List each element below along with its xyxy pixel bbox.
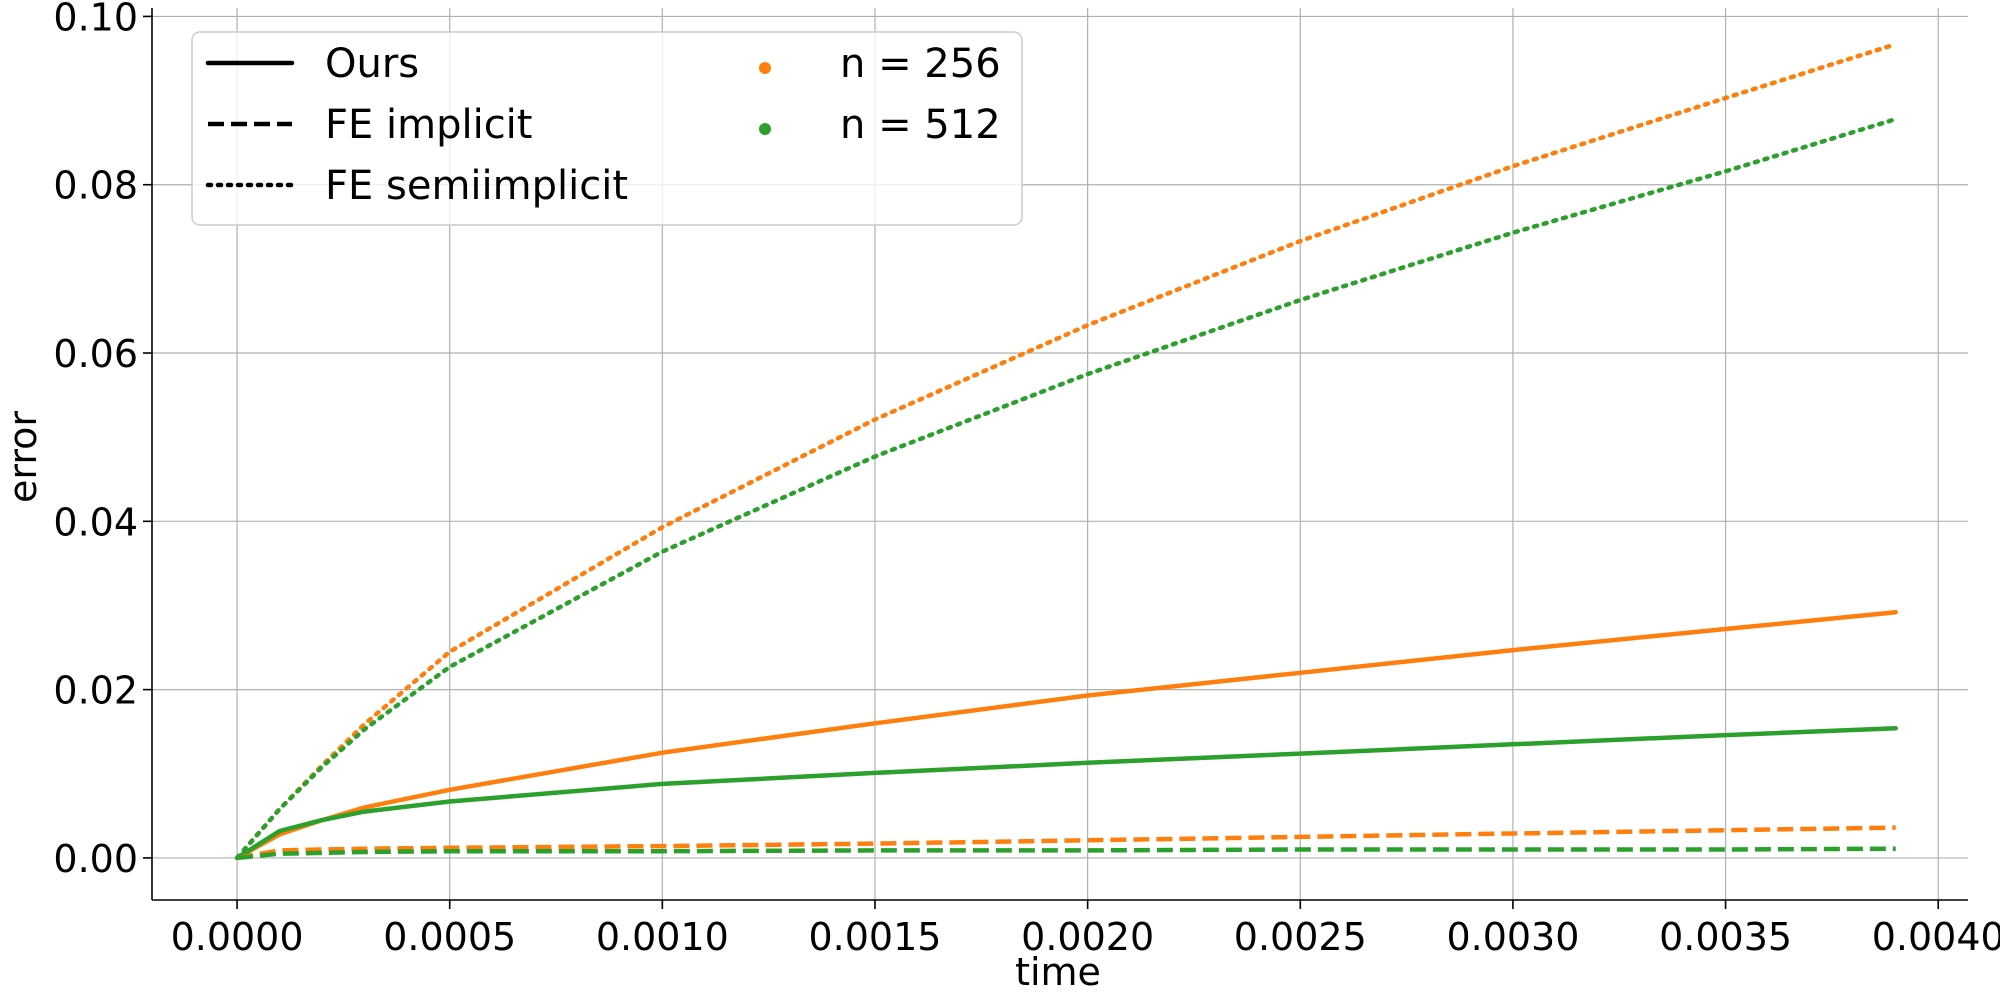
y-axis-ticks: 0.00 0.02 0.04 0.06 0.08 0.10	[53, 0, 152, 881]
legend-label: n = 512	[840, 102, 1001, 148]
x-tick-label: 0.0020	[1021, 915, 1154, 959]
y-tick-label: 0.06	[53, 332, 138, 376]
legend-marker-n256	[759, 62, 771, 74]
x-tick-label: 0.0040	[1872, 915, 2000, 959]
x-tick-label: 0.0025	[1234, 915, 1367, 959]
x-tick-label: 0.0030	[1446, 915, 1579, 959]
legend-label: FE semiimplicit	[325, 163, 628, 209]
x-axis-ticks: 0.0000 0.0005 0.0010 0.0015 0.0020 0.0025 0.00…	[171, 900, 2000, 959]
series-line-ours-512	[234, 726, 1898, 861]
legend-marker-n512	[759, 123, 771, 135]
y-tick-label: 0.08	[53, 164, 138, 208]
x-tick-label: 0.0035	[1659, 915, 1792, 959]
y-axis-title: error	[1, 411, 45, 503]
series-line-fe-semiimplicit-256	[234, 41, 1898, 861]
y-tick-label: 0.00	[53, 837, 138, 881]
x-tick-label: 0.0015	[809, 915, 942, 959]
legend-label: FE implicit	[325, 102, 532, 148]
legend: Ours FE implicit FE semiimplicit n = 256 n =…	[191, 31, 1023, 226]
x-axis-title: time	[1015, 950, 1101, 994]
series-line-fe-implicit-256	[236, 825, 1896, 861]
y-tick-label: 0.10	[53, 0, 138, 39]
axes-spines	[151, 8, 1968, 901]
series-lines	[234, 41, 1898, 861]
series-line-ours-256	[234, 609, 1898, 861]
legend-box	[191, 31, 1023, 226]
legend-label: n = 256	[840, 41, 1001, 87]
y-tick-label: 0.04	[53, 500, 138, 544]
x-tick-label: 0.0005	[383, 915, 516, 959]
series-line-fe-implicit-512	[236, 846, 1896, 861]
series-line-fe-semiimplicit-512	[234, 116, 1898, 861]
legend-label: Ours	[325, 41, 419, 87]
x-tick-label: 0.0010	[596, 915, 729, 959]
grid	[152, 8, 1968, 900]
x-tick-label: 0.0000	[171, 915, 304, 959]
y-tick-label: 0.02	[53, 669, 138, 713]
